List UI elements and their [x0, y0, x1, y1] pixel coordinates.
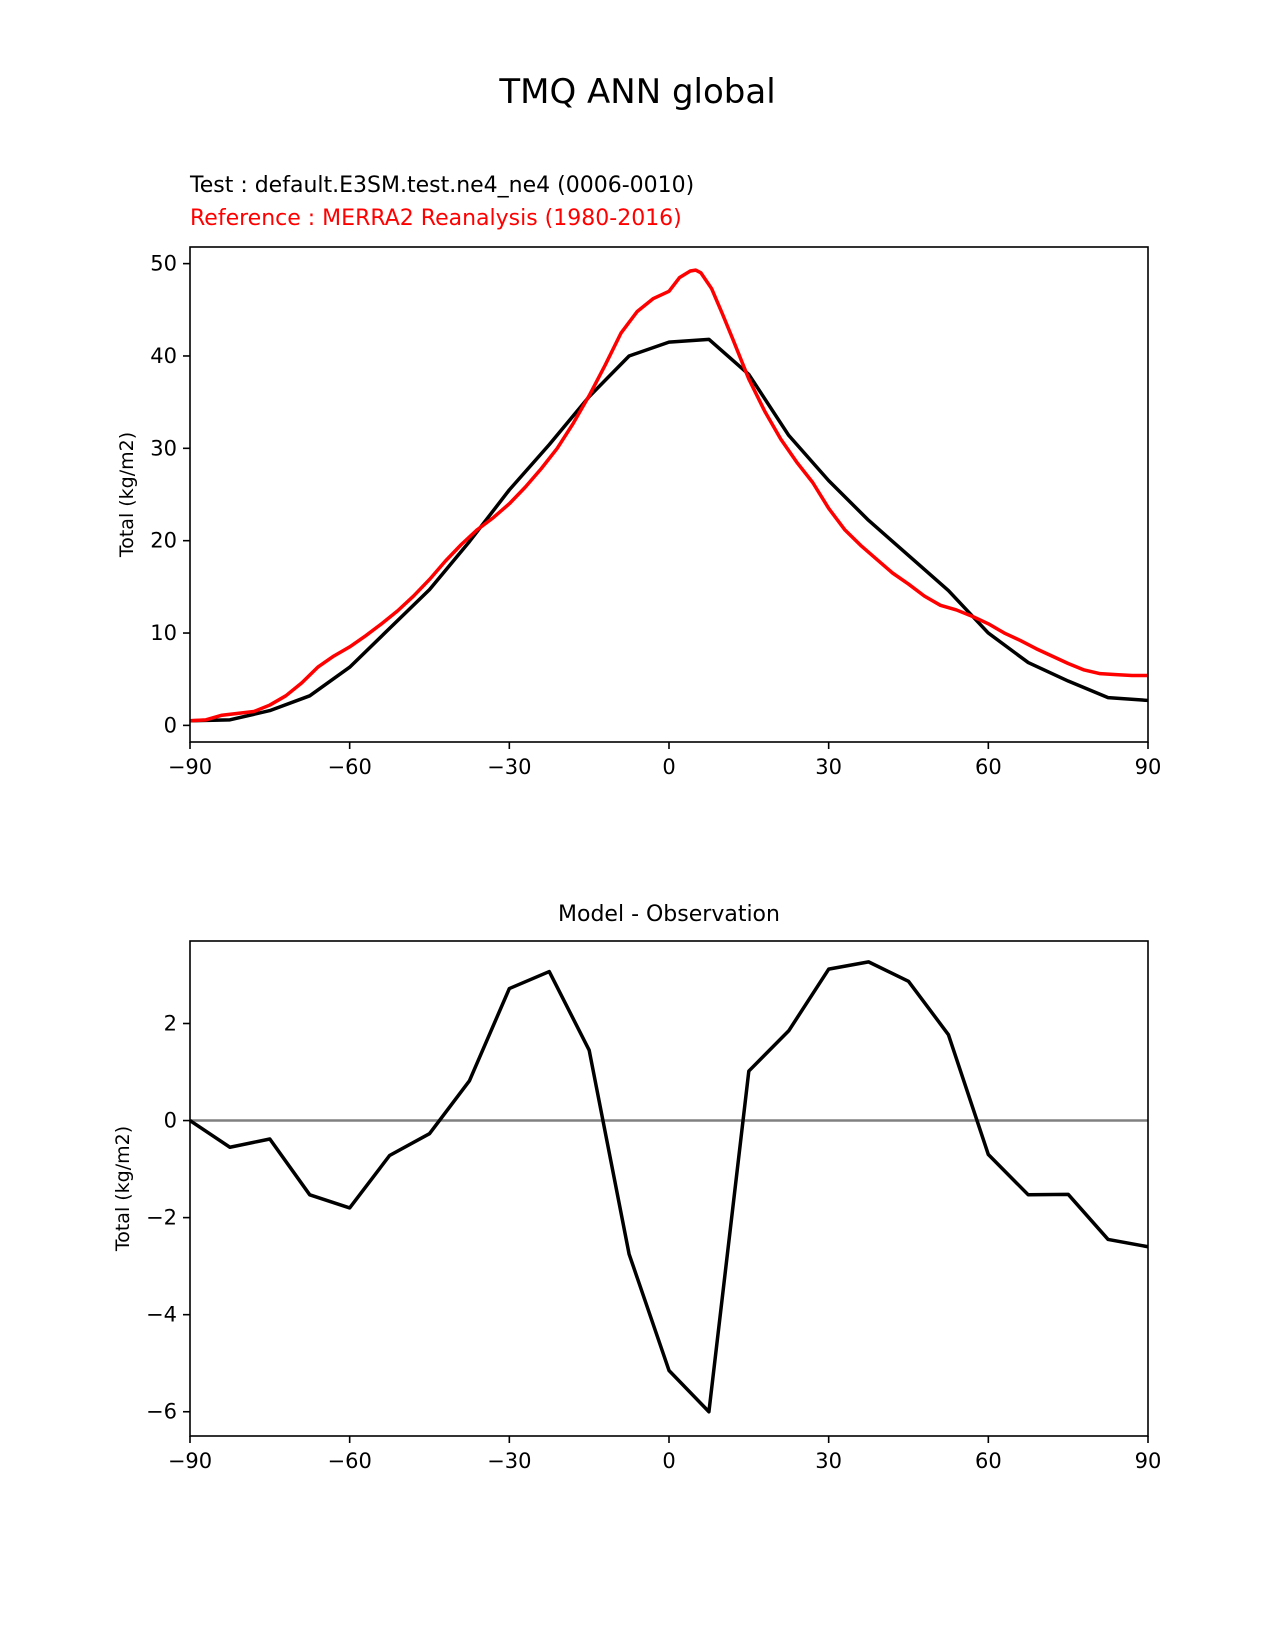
bottom-axes-frame — [189, 940, 1149, 1437]
figure-title: TMQ ANN global — [499, 72, 776, 112]
reference-label: Reference : MERRA2 Reanalysis (1980-2016… — [190, 206, 682, 231]
top-series-test — [189, 337, 1149, 723]
bottom-x-tick-label: −30 — [487, 1449, 531, 1473]
bottom-x-tick-label: 30 — [815, 1449, 842, 1473]
top-y-tick-label: 30 — [150, 436, 177, 460]
top-series-reference — [189, 268, 1148, 723]
top-x-tick-label: −30 — [487, 755, 531, 779]
bottom-y-tick-label: 0 — [164, 1109, 177, 1133]
top-y-tick-label: 40 — [150, 344, 177, 368]
bottom-x-tick-label: 90 — [1135, 1449, 1162, 1473]
test-label: Test : default.E3SM.test.ne4_ne4 (0006-0… — [190, 173, 695, 198]
top-y-tick-label: 50 — [150, 252, 177, 276]
top-line-chart: −90 −60 −30 0 30 60 90 0 10 20 30 40 50 Total (kg/m2) — [116, 246, 1162, 779]
bottom-x-tick-label: −60 — [328, 1449, 372, 1473]
bottom-y-tick-label: −4 — [146, 1303, 177, 1327]
bottom-y-axis-label: Total (kg/m2) — [112, 1126, 134, 1252]
bottom-y-tick-label: −2 — [146, 1206, 177, 1230]
top-y-tick-label: 0 — [164, 713, 177, 737]
top-y-tick-label: 20 — [150, 529, 177, 553]
top-x-tick-label: 30 — [815, 755, 842, 779]
bottom-series-model-observation — [189, 960, 1149, 1414]
top-x-tick-label: 0 — [662, 755, 675, 779]
top-axes-frame — [189, 246, 1149, 743]
top-y-tick-label: 10 — [150, 621, 177, 645]
top-x-tick-label: −60 — [328, 755, 372, 779]
bottom-x-tick-label: 0 — [662, 1449, 675, 1473]
top-x-tick-label: 60 — [975, 755, 1002, 779]
top-x-tick-label: −90 — [168, 755, 212, 779]
top-x-tick-label: 90 — [1135, 755, 1162, 779]
bottom-line-chart: −90 −60 −30 0 30 60 90 −6 −4 −2 0 2 Total (kg/m2) — [112, 940, 1162, 1473]
bottom-y-tick-label: 2 — [164, 1012, 177, 1036]
difference-title: Model - Observation — [558, 902, 780, 927]
bottom-x-tick-label: −90 — [168, 1449, 212, 1473]
bottom-x-tick-label: 60 — [975, 1449, 1002, 1473]
bottom-y-tick-label: −6 — [146, 1400, 177, 1424]
top-y-axis-label: Total (kg/m2) — [116, 432, 138, 558]
